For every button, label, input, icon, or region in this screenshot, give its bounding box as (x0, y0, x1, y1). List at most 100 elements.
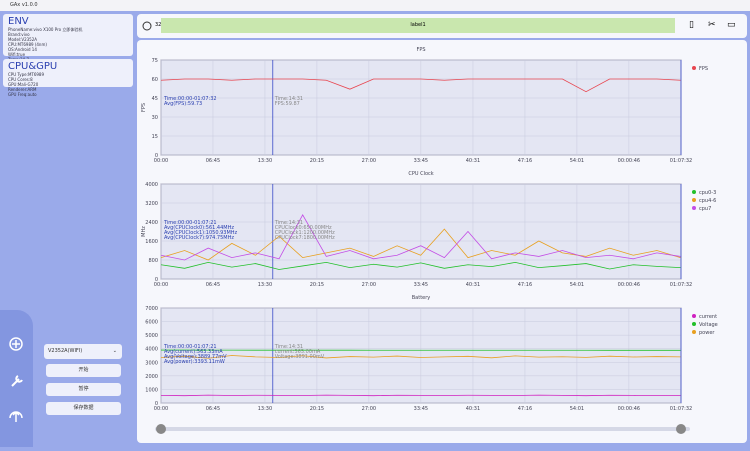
x-tick-label: 00:00:46 (618, 282, 640, 288)
y-tick-label: 3000 (145, 360, 158, 366)
y-tick-label: 800 (148, 258, 158, 264)
x-tick-label: 27:00 (362, 282, 376, 288)
y-axis-label: MHz (141, 226, 147, 237)
x-tick-label: 54:01 (570, 406, 584, 412)
folder-icon[interactable]: ▭ (727, 20, 736, 30)
chart-title: Battery (412, 295, 431, 301)
legend-label: cpu4-6 (699, 198, 716, 204)
y-tick-label: 4000 (145, 347, 158, 353)
x-tick-label: 47:16 (518, 282, 532, 288)
x-tick-label: 06:45 (206, 406, 220, 412)
legend-label: current (699, 314, 717, 320)
x-tick-label: 00:00:46 (618, 158, 640, 164)
y-axis-label: FPS (141, 103, 147, 112)
x-tick-label: 33:45 (414, 158, 428, 164)
cursor-label: FPS:59.87 (275, 101, 300, 107)
x-tick-label: 20:15 (310, 406, 324, 412)
x-tick-label: 00:00:46 (618, 406, 640, 412)
y-tick-label: 5000 (145, 333, 158, 339)
y-tick-label: 7000 (145, 306, 158, 312)
legend-swatch (692, 330, 696, 334)
legend-swatch (692, 66, 696, 70)
y-tick-label: 6000 (145, 320, 158, 326)
legend-swatch (692, 198, 696, 202)
annotation: Avg(CPUClock7):974.75MHz (164, 235, 234, 241)
x-tick-label: 54:01 (570, 282, 584, 288)
cpu-gpu-title: CPU&GPU (8, 61, 128, 72)
y-tick-label: 45 (152, 96, 158, 102)
cut-icon[interactable]: ✂ (708, 20, 716, 30)
scroll-handle[interactable] (676, 424, 686, 434)
annotation: Avg(power):3393.11mW (164, 359, 225, 365)
device-select[interactable]: V2352A(WIFI)⌄ (44, 344, 122, 359)
x-tick-label: 40:31 (466, 158, 480, 164)
toolbar: 32 label1 ▯ ✂ ▭ (137, 14, 747, 38)
y-tick-label: 4000 (145, 182, 158, 188)
x-tick-label: 54:01 (570, 158, 584, 164)
scrollbar[interactable] (155, 427, 690, 431)
x-tick-label: 06:45 (206, 282, 220, 288)
x-tick-label: 01:07:32 (670, 406, 692, 412)
clock-icon (141, 20, 153, 32)
x-tick-label: 20:15 (310, 282, 324, 288)
device-name: V2352A(WIFI) (48, 348, 82, 354)
x-tick-label: 13:30 (258, 282, 272, 288)
y-tick-label: 75 (152, 58, 158, 64)
legend-swatch (692, 190, 696, 194)
x-tick-label: 47:16 (518, 158, 532, 164)
legend-swatch (692, 206, 696, 210)
save-icon[interactable]: ▯ (689, 20, 694, 30)
x-tick-label: 33:45 (414, 282, 428, 288)
x-tick-label: 20:15 (310, 158, 324, 164)
chart-title: FPS (416, 47, 425, 53)
x-tick-label: 40:31 (466, 406, 480, 412)
x-tick-label: 00:00 (154, 158, 168, 164)
y-tick-label: 1000 (145, 387, 158, 393)
legend-swatch (692, 314, 696, 318)
legend-label: cpu0-3 (699, 190, 716, 196)
y-tick-label: 2000 (145, 374, 158, 380)
x-tick-label: 00:00 (154, 406, 168, 412)
x-tick-label: 01:07:32 (670, 282, 692, 288)
series-line (161, 395, 680, 396)
x-tick-label: 06:45 (206, 158, 220, 164)
legend-label: FPS (699, 66, 708, 72)
x-tick-label: 40:31 (466, 282, 480, 288)
y-tick-label: 15 (152, 134, 158, 140)
y-tick-label: 2400 (145, 220, 158, 226)
rail-icons (0, 310, 33, 447)
window-title: GAx v1.0.0 (0, 0, 750, 11)
legend-label: Voltage (699, 322, 718, 328)
label-input[interactable]: label1 (161, 18, 675, 33)
x-tick-label: 13:30 (258, 406, 272, 412)
y-tick-label: 1600 (145, 239, 158, 245)
x-tick-label: 47:16 (518, 406, 532, 412)
legend-label: power (699, 330, 715, 336)
chart-title: CPU Clock (408, 171, 433, 177)
x-tick-label: 27:00 (362, 406, 376, 412)
y-tick-label: 60 (152, 77, 158, 83)
side-rail (0, 310, 33, 447)
y-tick-label: 3200 (145, 201, 158, 207)
legend-swatch (692, 322, 696, 326)
x-tick-label: 01:07:32 (670, 158, 692, 164)
save-button[interactable]: 保存数据 (46, 402, 121, 415)
annotation: Avg(FPS):59.73 (164, 101, 202, 107)
start-button[interactable]: 开始 (46, 364, 121, 377)
y-tick-label: 30 (152, 115, 158, 121)
x-tick-label: 13:30 (258, 158, 272, 164)
x-tick-label: 33:45 (414, 406, 428, 412)
scroll-handle[interactable] (156, 424, 166, 434)
env-title: ENV (8, 16, 128, 27)
pause-button[interactable]: 暂停 (46, 383, 121, 396)
legend-label: cpu7 (699, 206, 711, 212)
cursor-label: Voltage:3891.00mV (275, 354, 325, 360)
x-tick-label: 00:00 (154, 282, 168, 288)
info-line: GPU Freq:auto (8, 92, 128, 97)
x-tick-label: 27:00 (362, 158, 376, 164)
cursor-label: CPUClock7:1800.00MHz (275, 235, 335, 241)
